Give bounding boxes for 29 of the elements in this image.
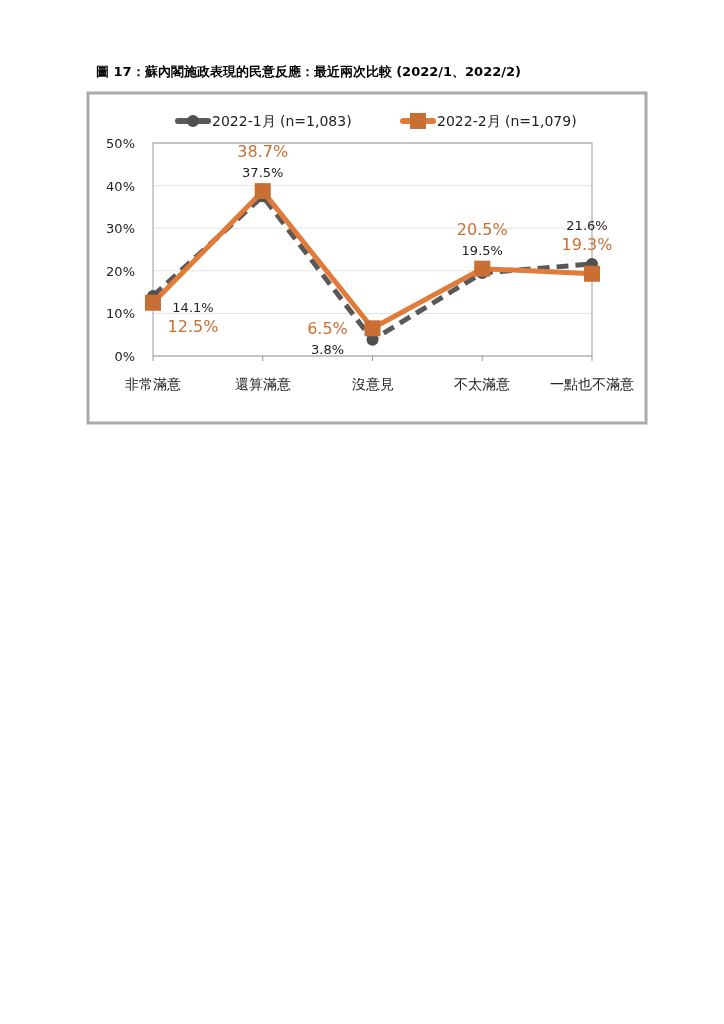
chart-title: 圖 17：蘇內閣施政表現的民意反應：最近兩次比較 (2022/1、2022/2) [96,64,521,79]
x-tick-label: 還算滿意 [234,376,291,392]
point [364,320,381,337]
y-tick-label: 20% [106,263,135,279]
x-tick-label: 沒意見 [351,376,394,392]
point [584,265,600,282]
data-label: 37.5% [242,165,284,181]
point [145,294,161,311]
data-label: 20.5% [456,219,508,239]
legend-label: 2022-1月 (n=1,083) [212,113,352,129]
y-tick-label: 10% [106,306,135,322]
data-label: 3.8% [310,342,345,358]
data-label: 14.1% [172,299,214,315]
point [254,183,271,200]
x-tick-label: 不太滿意 [454,376,511,392]
x-tick-label: 一點也不滿意 [550,376,634,392]
data-label: 21.6% [566,217,608,233]
data-label: 38.7% [237,142,289,162]
data-label: 19.3% [561,234,613,254]
y-tick-label: 30% [106,221,135,237]
point [474,260,491,277]
data-label: 19.5% [461,242,503,258]
data-label: 6.5% [307,319,348,339]
legend-label: 2022-2月 (n=1,079) [437,113,577,129]
y-tick-label: 40% [106,178,135,194]
x-tick-label: 非常滿意 [125,376,181,392]
data-label: 12.5% [167,316,219,336]
y-tick-label: 50% [106,136,135,151]
y-tick-label: 0% [114,349,135,364]
